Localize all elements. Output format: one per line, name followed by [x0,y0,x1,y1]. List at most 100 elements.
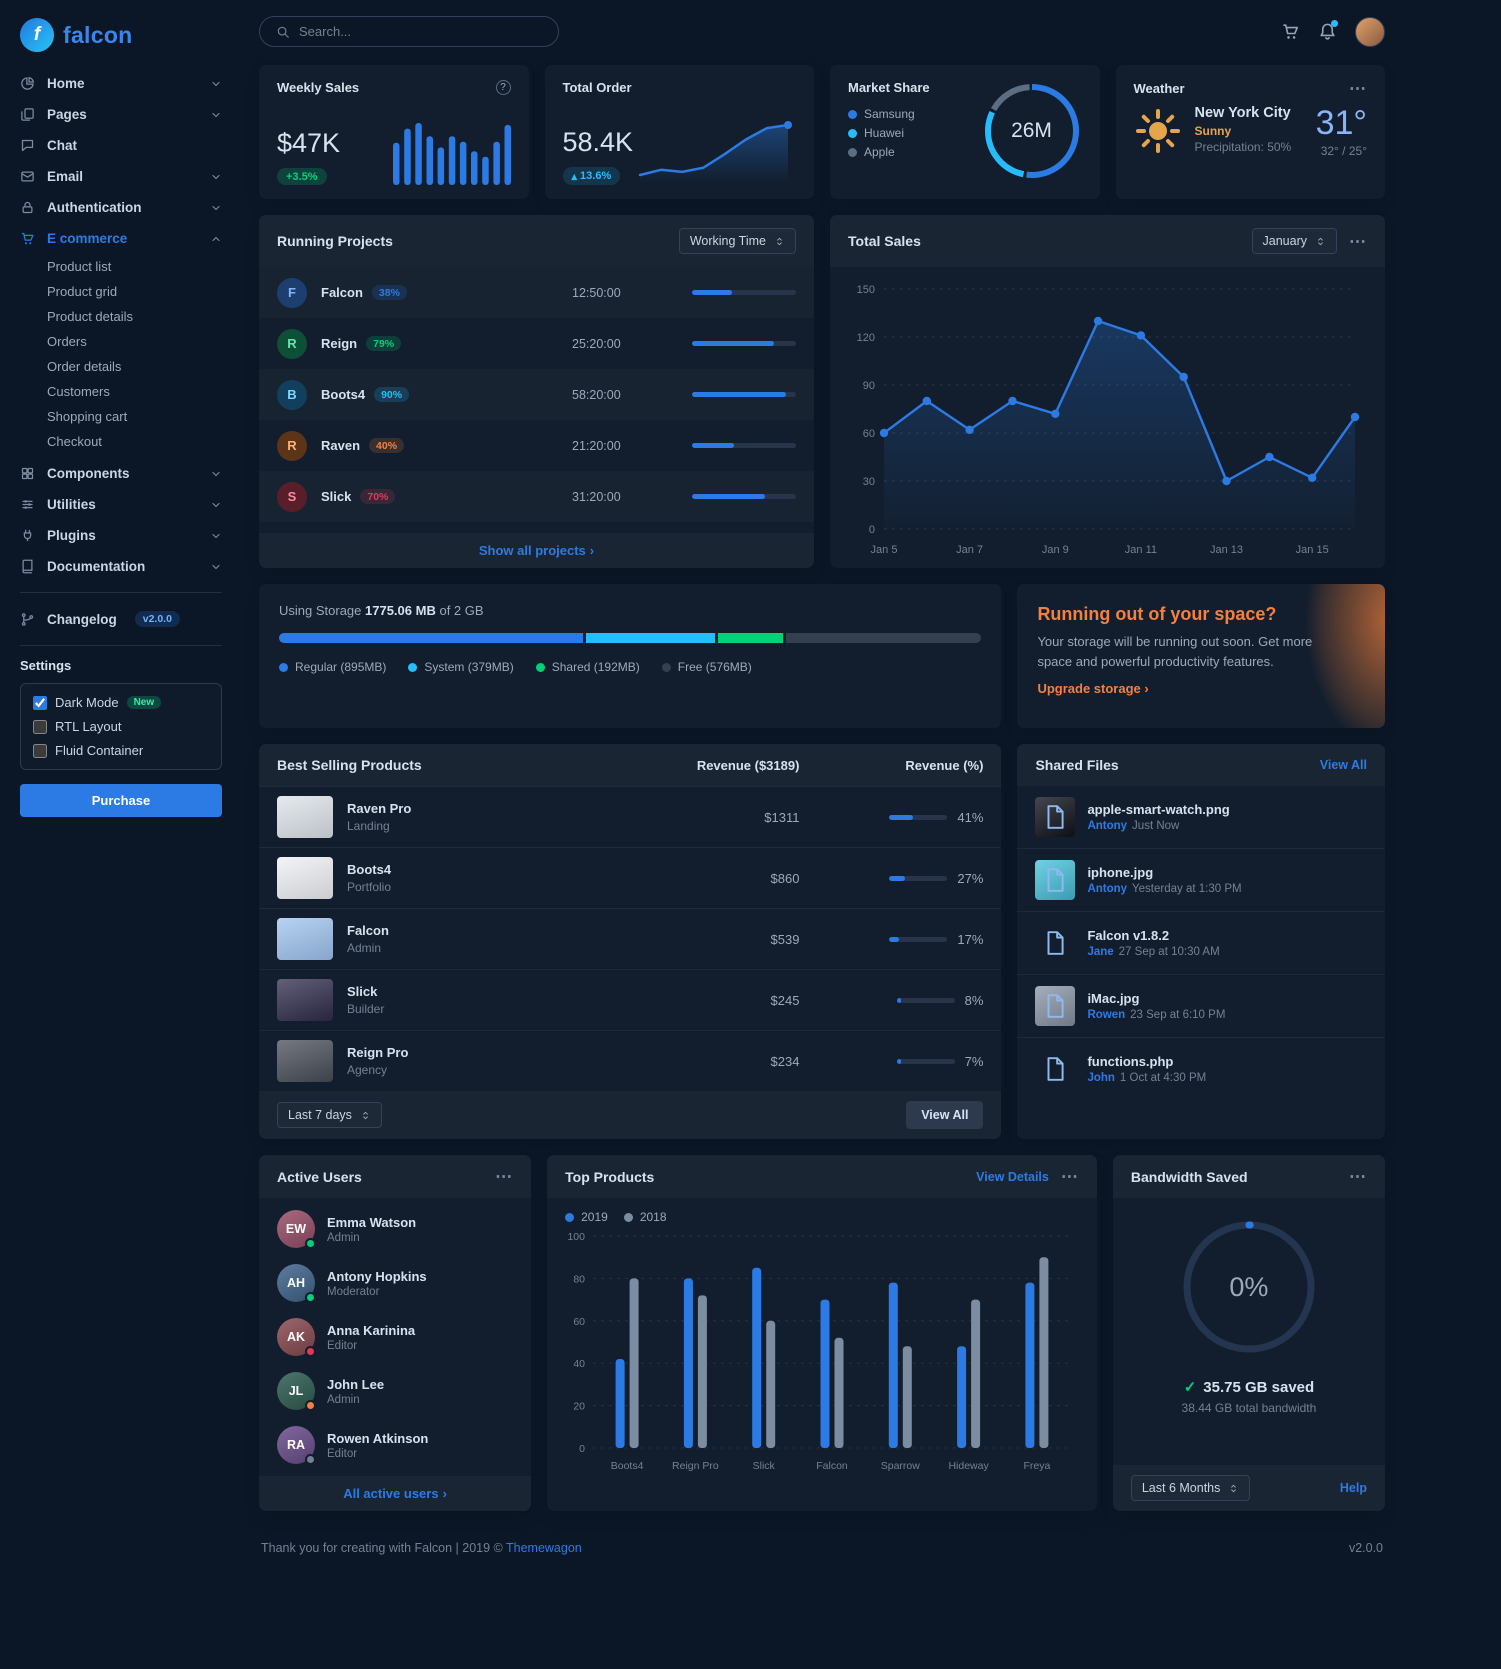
card-menu-icon[interactable]: ⋯ [1349,231,1367,251]
user-name[interactable]: John Lee [327,1376,385,1392]
ring-chart [1174,1212,1324,1365]
view-details-link[interactable]: View Details [976,1169,1049,1184]
settings-option[interactable]: Dark Mode New [33,695,209,710]
card-menu-icon[interactable]: ⋯ [1349,79,1367,98]
card-title: Best Selling Products [277,757,422,773]
file-name[interactable]: Falcon v1.8.2 [1087,928,1170,943]
market-share-card: Market Share Samsung Huawei [830,65,1100,199]
file-owner-link[interactable]: Antony [1087,820,1128,832]
project-row: B Boots4 90% 58:20:00 [259,369,814,420]
show-all-projects[interactable]: Show all projects › [259,533,814,568]
submenu-item[interactable]: Orders [47,334,87,349]
revenue-progress [889,936,948,942]
purchase-button[interactable]: Purchase [20,784,222,817]
user-avatar: JL [277,1372,316,1411]
user-name[interactable]: Emma Watson [327,1214,417,1230]
legend-label: Samsung [864,107,915,121]
sidebar-nav-item[interactable]: Email [20,161,222,192]
svg-text:40: 40 [573,1358,585,1370]
product-name[interactable]: Boots4 [347,862,392,877]
sidebar-nav-item[interactable]: Home [20,68,222,99]
help-link[interactable]: Help [1339,1481,1367,1495]
top-products-legend: 2019 2018 [547,1198,1097,1224]
card-title: Top Products [565,1168,655,1185]
sidebar-nav-item[interactable]: Plugins [20,520,222,551]
user-name[interactable]: Rowen Atkinson [327,1430,429,1446]
file-name[interactable]: functions.php [1087,1054,1174,1069]
bandwidth-saved: 35.75 GB saved [1203,1378,1315,1396]
file-owner-link[interactable]: Jane [1087,946,1114,958]
submenu-item[interactable]: Product grid [47,284,118,299]
themewagon-link[interactable]: Themewagon [506,1541,582,1555]
settings-option[interactable]: RTL Layout [33,719,209,734]
date-range-select[interactable]: Last 7 days [277,1102,382,1128]
period-select[interactable]: Last 6 Months [1130,1475,1251,1501]
user-role: Moderator [327,1285,380,1298]
user-name[interactable]: Antony Hopkins [327,1268,427,1284]
submenu-item[interactable]: Shopping cart [47,409,128,424]
brand-logo[interactable]: f falcon [20,12,222,68]
submenu-item[interactable]: Product details [47,309,133,324]
storage-card: Using Storage 1775.06 MB of 2 GB Regular… [259,584,1002,728]
caret-up-icon: ▴ [571,170,578,183]
working-time-select[interactable]: Working Time [678,228,796,254]
settings-checkbox[interactable] [33,695,47,710]
card-menu-icon[interactable]: ⋯ [1060,1167,1079,1186]
sidebar-nav-item[interactable]: Authentication [20,192,222,223]
nav-item-label: Email [47,169,84,184]
file-owner-link[interactable]: Antony [1087,883,1128,895]
file-name[interactable]: apple-smart-watch.png [1087,802,1230,817]
svg-text:60: 60 [573,1316,585,1328]
user-name[interactable]: Anna Karinina [327,1322,416,1338]
legend-item: Shared (192MB) [535,660,640,674]
settings-checkbox[interactable] [33,719,47,734]
search-box[interactable] [259,16,559,47]
legend-item: Free (576MB) [661,660,752,674]
storage-row: Using Storage 1775.06 MB of 2 GB Regular… [259,584,1385,728]
card-menu-icon[interactable]: ⋯ [495,1167,514,1186]
card-title: Total Sales [848,233,921,249]
sidebar-nav-item[interactable]: E commerce [20,223,222,254]
card-menu-icon[interactable]: ⋯ [1349,1167,1367,1186]
settings-option-label: RTL Layout [55,719,122,734]
month-select[interactable]: January [1251,228,1337,254]
new-badge: New [126,696,162,709]
file-name[interactable]: iphone.jpg [1087,865,1154,880]
settings-option[interactable]: Fluid Container [33,743,209,758]
info-icon[interactable]: ? [495,80,511,95]
submenu-item[interactable]: Checkout [47,434,102,449]
sidebar-nav-item[interactable]: Pages [20,99,222,130]
view-all-button[interactable]: View All [906,1101,984,1129]
product-name[interactable]: Slick [347,984,378,999]
app-root: f falcon Home Pages Chat [20,12,1385,1555]
sidebar-nav-item[interactable]: Utilities [20,489,222,520]
search-input[interactable] [299,24,542,39]
submenu-item[interactable]: Order details [47,359,122,374]
upgrade-storage-link[interactable]: Upgrade storage [1037,681,1141,696]
product-category: Landing [347,819,390,833]
legend-item: Apple [848,145,930,159]
file-name[interactable]: iMac.jpg [1087,991,1140,1006]
product-name[interactable]: Raven Pro [347,801,412,816]
sidebar-item-changelog[interactable]: Changelog v2.0.0 [20,603,222,635]
view-all-files-link[interactable]: View All [1319,758,1367,772]
all-active-users-link[interactable]: All active users [343,1486,439,1501]
cart-icon[interactable] [1281,22,1300,41]
file-owner-link[interactable]: Rowen [1087,1009,1126,1021]
submenu-item[interactable]: Product list [47,259,112,274]
product-name[interactable]: Falcon [347,923,389,938]
all-active-users[interactable]: All active users › [259,1476,531,1511]
file-owner-link[interactable]: John [1087,1072,1115,1084]
sidebar-nav-item[interactable]: Chat [20,130,222,161]
show-all-projects-link[interactable]: Show all projects [478,543,586,558]
product-name[interactable]: Reign Pro [347,1045,409,1060]
upgrade-storage[interactable]: Upgrade storage › [1037,681,1365,696]
submenu-item[interactable]: Customers [47,384,110,399]
project-percent-badge: 90% [374,387,410,402]
sidebar-nav-item[interactable]: Components [20,458,222,489]
user-avatar[interactable] [1355,16,1385,47]
notifications-button[interactable] [1318,20,1338,41]
settings-checkbox[interactable] [33,743,47,758]
revenue-progress [889,814,948,820]
sidebar-nav-item[interactable]: Documentation [20,551,222,582]
